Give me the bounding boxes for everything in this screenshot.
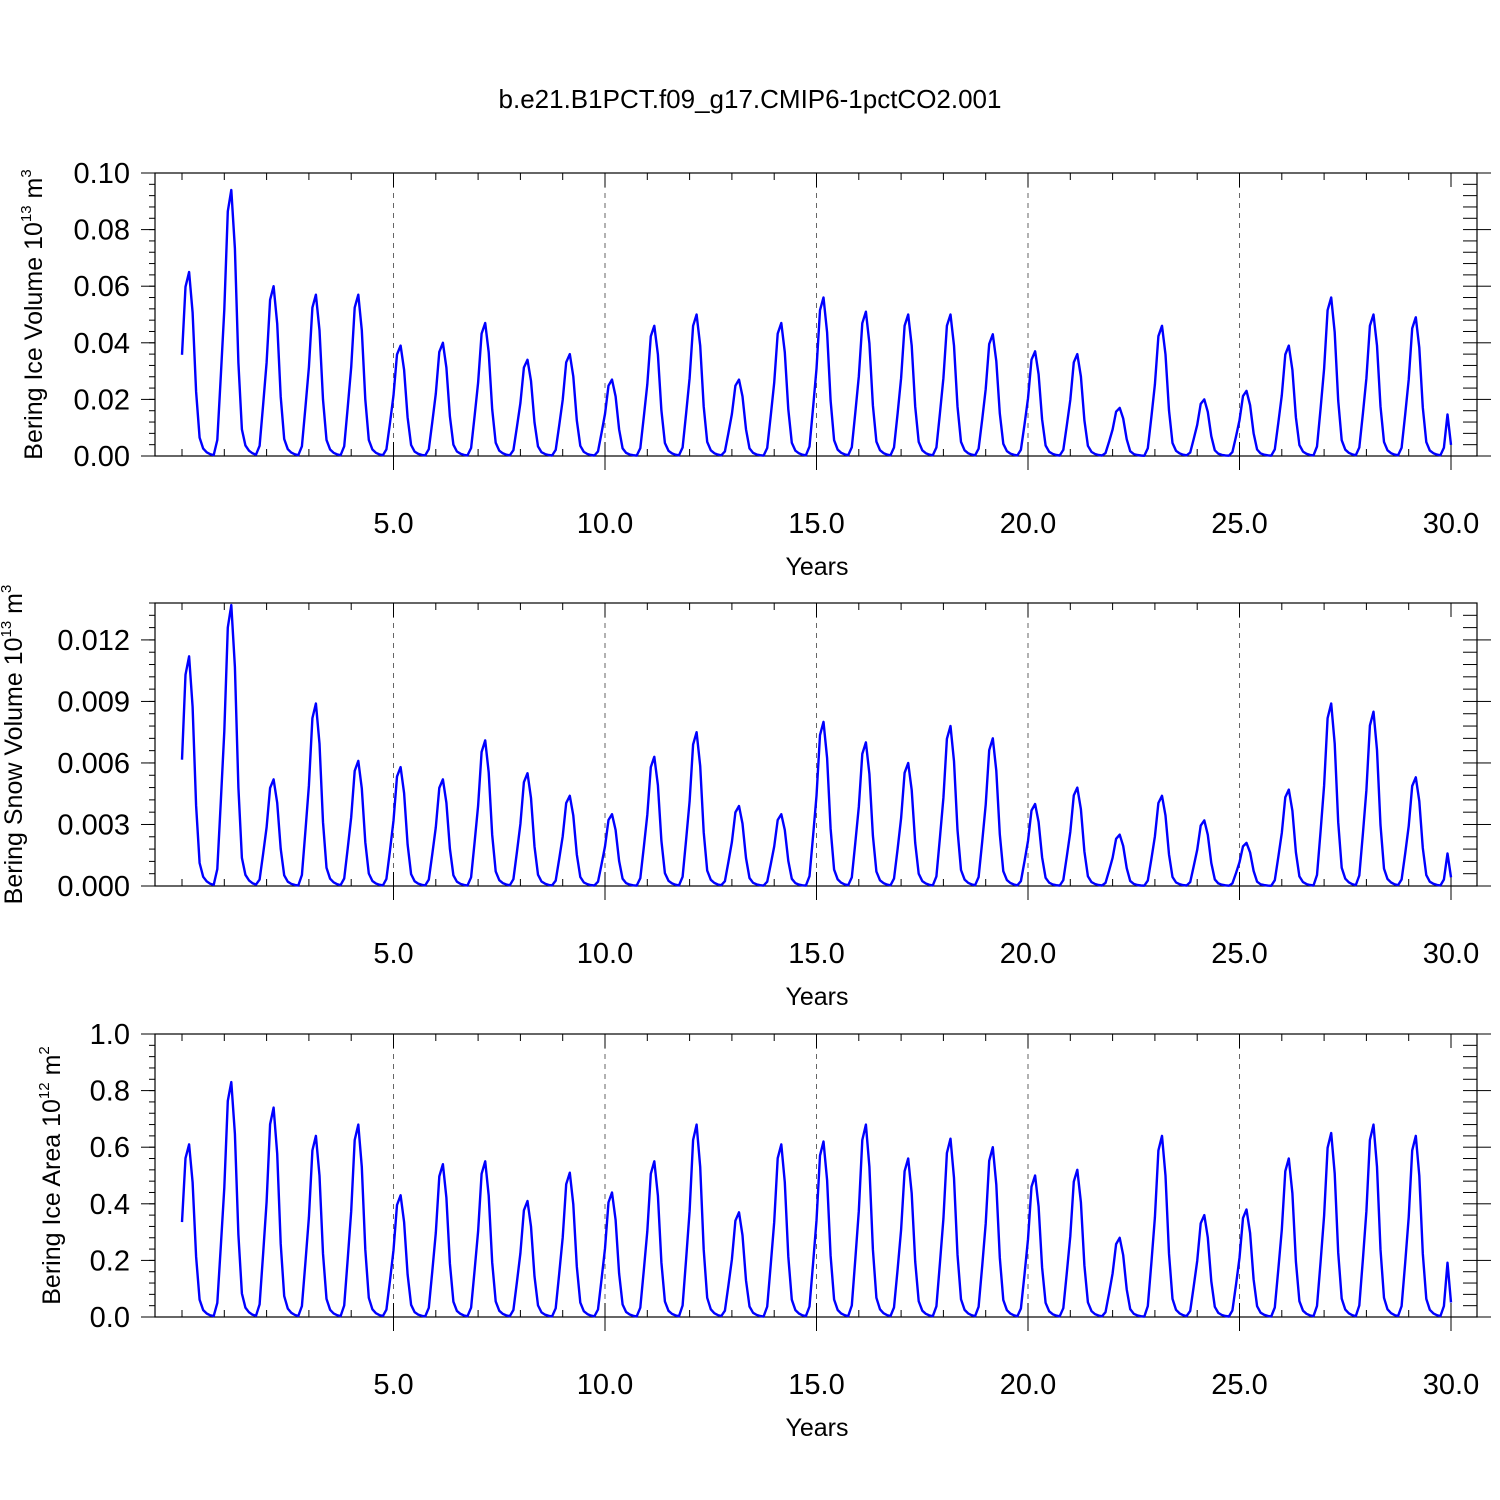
y-tick-label: 0.012 bbox=[57, 625, 130, 657]
y-tick-label: 0.2 bbox=[90, 1245, 130, 1277]
y-tick-label: 0.06 bbox=[74, 271, 130, 303]
y-tick-label: 0.4 bbox=[90, 1189, 130, 1221]
y-tick-label: 1.0 bbox=[90, 1019, 130, 1051]
x-axis-label: Years bbox=[785, 983, 848, 1011]
x-tick-label: 5.0 bbox=[373, 938, 413, 970]
y-tick-label: 0.8 bbox=[90, 1076, 130, 1108]
x-tick-label: 30.0 bbox=[1423, 1369, 1479, 1401]
x-tick-label: 30.0 bbox=[1423, 508, 1479, 540]
x-tick-label: 25.0 bbox=[1211, 508, 1267, 540]
x-tick-label: 20.0 bbox=[1000, 938, 1056, 970]
x-tick-label: 15.0 bbox=[788, 1369, 844, 1401]
y-tick-label: 0.003 bbox=[57, 809, 130, 841]
y-tick-label: 0.009 bbox=[57, 686, 130, 718]
series-line bbox=[180, 1080, 1453, 1318]
series-line bbox=[180, 603, 1453, 887]
y-tick-label: 0.0 bbox=[90, 1302, 130, 1334]
x-tick-label: 10.0 bbox=[577, 508, 633, 540]
y-tick-label: 0.08 bbox=[74, 215, 130, 247]
y-axis-label: Bering Snow Volume 1013 m3 bbox=[0, 585, 28, 905]
x-tick-label: 10.0 bbox=[577, 1369, 633, 1401]
x-tick-label: 15.0 bbox=[788, 508, 844, 540]
x-tick-label: 30.0 bbox=[1423, 938, 1479, 970]
x-tick-label: 15.0 bbox=[788, 938, 844, 970]
panel-2: 5.0 10.0 15.0 20.0 25.0 30.0 Years 0.000 0.003 0.… bbox=[0, 585, 1491, 1011]
x-axis-label: Years bbox=[785, 1414, 848, 1442]
x-tick-label: 20.0 bbox=[1000, 508, 1056, 540]
x-tick-label: 20.0 bbox=[1000, 1369, 1056, 1401]
y-tick-label: 0.10 bbox=[74, 158, 130, 190]
x-tick-label: 5.0 bbox=[373, 1369, 413, 1401]
y-tick-label: 0.6 bbox=[90, 1132, 130, 1164]
x-tick-label: 25.0 bbox=[1211, 938, 1267, 970]
series-line bbox=[180, 188, 1453, 457]
x-tick-label: 25.0 bbox=[1211, 1369, 1267, 1401]
x-tick-label: 10.0 bbox=[577, 938, 633, 970]
figure-title: b.e21.B1PCT.f09_g17.CMIP6-1pctCO2.001 bbox=[499, 84, 1002, 114]
x-tick-label: 5.0 bbox=[373, 508, 413, 540]
y-tick-label: 0.006 bbox=[57, 748, 130, 780]
y-axis-label: Bering Ice Area 1012 m2 bbox=[36, 1046, 66, 1305]
y-tick-label: 0.02 bbox=[74, 384, 130, 416]
y-tick-label: 0.00 bbox=[74, 441, 130, 473]
y-axis-label: Bering Ice Volume 1013 m3 bbox=[18, 169, 48, 459]
y-tick-label: 0.04 bbox=[74, 328, 130, 360]
panel-1: 5.0 10.0 15.0 20.0 25.0 30.0 Years 0.00 0.02 0.04… bbox=[18, 158, 1491, 581]
y-tick-label: 0.000 bbox=[57, 871, 130, 903]
x-axis-label: Years bbox=[785, 553, 848, 581]
panel-3: 5.0 10.0 15.0 20.0 25.0 30.0 Years 0.0 0.2 0.4 0.6… bbox=[36, 1019, 1491, 1442]
